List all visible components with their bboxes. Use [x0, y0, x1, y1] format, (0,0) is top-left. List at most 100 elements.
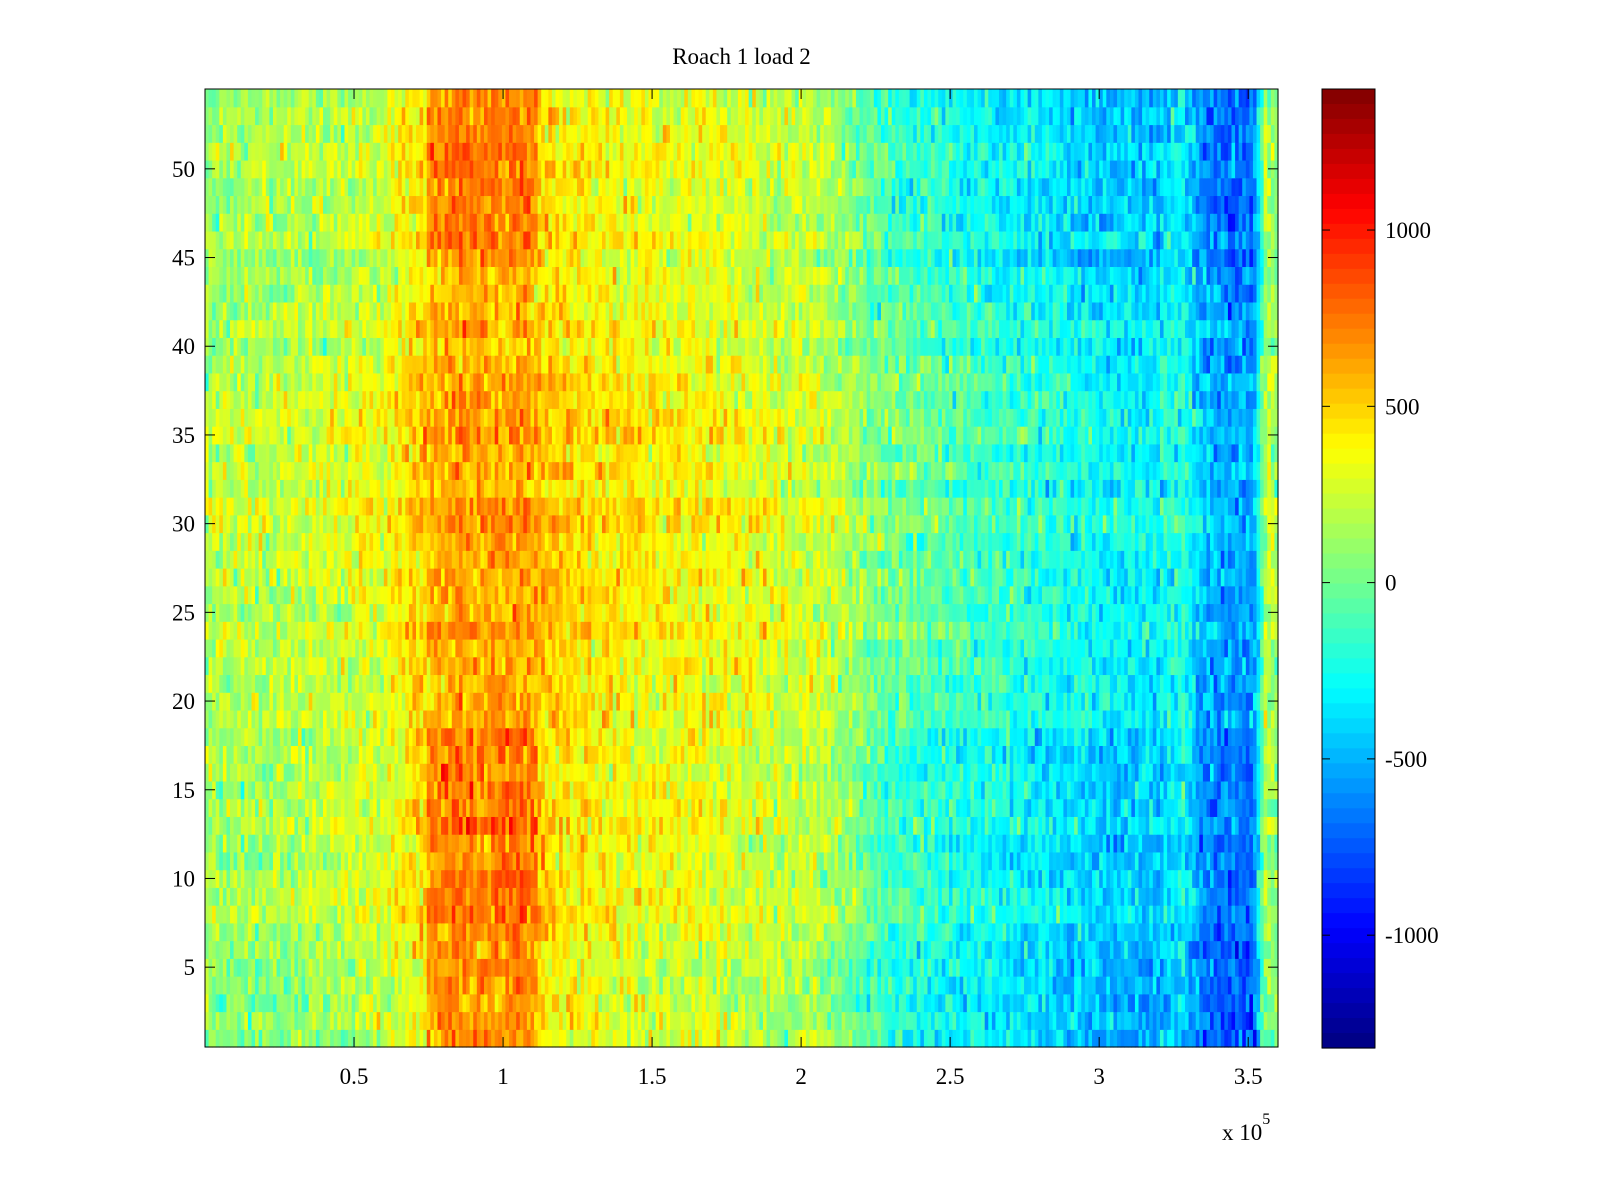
heatmap-cell: [984, 940, 989, 959]
heatmap-cell: [573, 922, 578, 942]
heatmap-cell: [1056, 816, 1061, 835]
heatmap-cell: [526, 905, 532, 924]
heatmap-cell: [473, 763, 478, 782]
heatmap-cell: [319, 780, 324, 800]
heatmap-cell: [555, 851, 560, 871]
heatmap-cell: [1006, 851, 1011, 871]
heatmap-cell: [344, 780, 349, 800]
heatmap-cell: [1159, 780, 1165, 800]
heatmap-cell: [1263, 798, 1268, 817]
heatmap-cell: [412, 958, 417, 977]
heatmap-cell: [952, 851, 957, 871]
heatmap-cell: [684, 745, 689, 764]
heatmap-cell: [240, 834, 245, 853]
heatmap-cell: [605, 905, 610, 924]
heatmap-cell: [208, 851, 213, 871]
heatmap-cell: [1102, 922, 1107, 942]
heatmap-cell: [383, 1011, 389, 1030]
heatmap-cell: [205, 816, 210, 835]
heatmap-cell: [834, 958, 839, 977]
heatmap-cell: [551, 940, 557, 959]
heatmap-cell: [380, 869, 385, 888]
heatmap-cell: [1152, 851, 1157, 871]
heatmap-cell: [988, 816, 993, 835]
heatmap-cell: [884, 745, 889, 764]
heatmap-cell: [562, 905, 567, 924]
heatmap-cell: [906, 958, 911, 977]
heatmap-cell: [537, 905, 542, 924]
heatmap-cell: [777, 869, 782, 888]
heatmap-cell: [1124, 816, 1129, 835]
heatmap-cell: [480, 745, 485, 764]
heatmap-cell: [655, 922, 660, 942]
heatmap-cell: [1167, 1029, 1172, 1048]
heatmap-cell: [995, 780, 1000, 800]
heatmap-cell: [258, 976, 263, 995]
heatmap-cell: [523, 922, 528, 942]
heatmap-cell: [741, 958, 746, 977]
heatmap-cell: [1134, 976, 1140, 995]
heatmap-cell: [473, 940, 478, 959]
heatmap-cell: [444, 869, 449, 888]
heatmap-cell: [970, 851, 975, 871]
heatmap-cell: [1163, 763, 1168, 782]
heatmap-cell: [973, 887, 979, 906]
heatmap-cell: [469, 887, 474, 906]
heatmap-cell: [863, 922, 868, 942]
heatmap-cell: [326, 976, 331, 995]
heatmap-cell: [280, 1029, 285, 1048]
heatmap-cell: [283, 780, 288, 800]
heatmap-cell: [673, 940, 678, 959]
heatmap-cell: [1131, 922, 1136, 942]
heatmap-cell: [305, 816, 310, 835]
heatmap-cell: [566, 887, 571, 906]
heatmap-cell: [1199, 763, 1204, 782]
heatmap-cell: [1227, 1029, 1233, 1048]
heatmap-cell: [966, 958, 972, 977]
heatmap-cell: [709, 976, 714, 995]
heatmap-cell: [1052, 887, 1057, 906]
heatmap-cell: [855, 851, 861, 871]
heatmap-cell: [616, 976, 621, 995]
heatmap-cell: [970, 1029, 975, 1048]
heatmap-cell: [576, 780, 582, 800]
heatmap-cell: [684, 905, 689, 924]
heatmap-cell: [977, 940, 982, 959]
heatmap-cell: [212, 1011, 217, 1030]
heatmap-cell: [383, 887, 389, 906]
heatmap-cell: [247, 763, 253, 782]
heatmap-cell: [770, 763, 775, 782]
heatmap-cell: [480, 922, 485, 942]
heatmap-cell: [880, 869, 886, 888]
heatmap-cell: [312, 905, 317, 924]
heatmap-cell: [580, 816, 585, 835]
heatmap-cell: [255, 745, 260, 764]
heatmap-cell: [369, 1011, 374, 1030]
heatmap-cell: [394, 993, 399, 1013]
heatmap-cell: [734, 958, 739, 977]
heatmap-cell: [995, 798, 1000, 817]
heatmap-cell: [637, 940, 642, 959]
heatmap-cell: [423, 745, 428, 764]
heatmap-cell: [855, 922, 861, 942]
heatmap-cell: [458, 1011, 464, 1030]
heatmap-cell: [1163, 1011, 1168, 1030]
heatmap-cell: [312, 780, 317, 800]
heatmap-cell: [476, 834, 482, 853]
heatmap-cell: [323, 816, 328, 835]
heatmap-cell: [766, 834, 771, 853]
heatmap-cell: [695, 1029, 700, 1048]
heatmap-cell: [251, 780, 256, 800]
heatmap-cell: [1124, 763, 1129, 782]
heatmap-cell: [737, 976, 743, 995]
heatmap-cell: [1217, 1011, 1222, 1030]
heatmap-cell: [526, 834, 532, 853]
heatmap-cell: [931, 993, 936, 1013]
heatmap-cell: [294, 816, 299, 835]
heatmap-cell: [780, 763, 786, 782]
heatmap-cell: [981, 798, 986, 817]
heatmap-cell: [247, 745, 253, 764]
heatmap-cell: [1088, 922, 1093, 942]
heatmap-cell: [644, 958, 650, 977]
heatmap-cell: [648, 763, 653, 782]
